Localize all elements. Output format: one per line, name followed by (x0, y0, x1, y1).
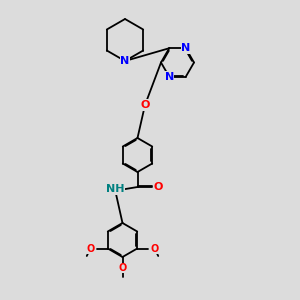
Text: O: O (151, 244, 159, 254)
Text: N: N (120, 56, 130, 66)
Text: O: O (140, 100, 150, 110)
Text: O: O (118, 263, 127, 273)
Text: O: O (86, 244, 94, 254)
Text: O: O (154, 182, 163, 192)
Text: N: N (181, 43, 190, 53)
Text: N: N (165, 72, 174, 82)
Text: NH: NH (106, 184, 124, 194)
